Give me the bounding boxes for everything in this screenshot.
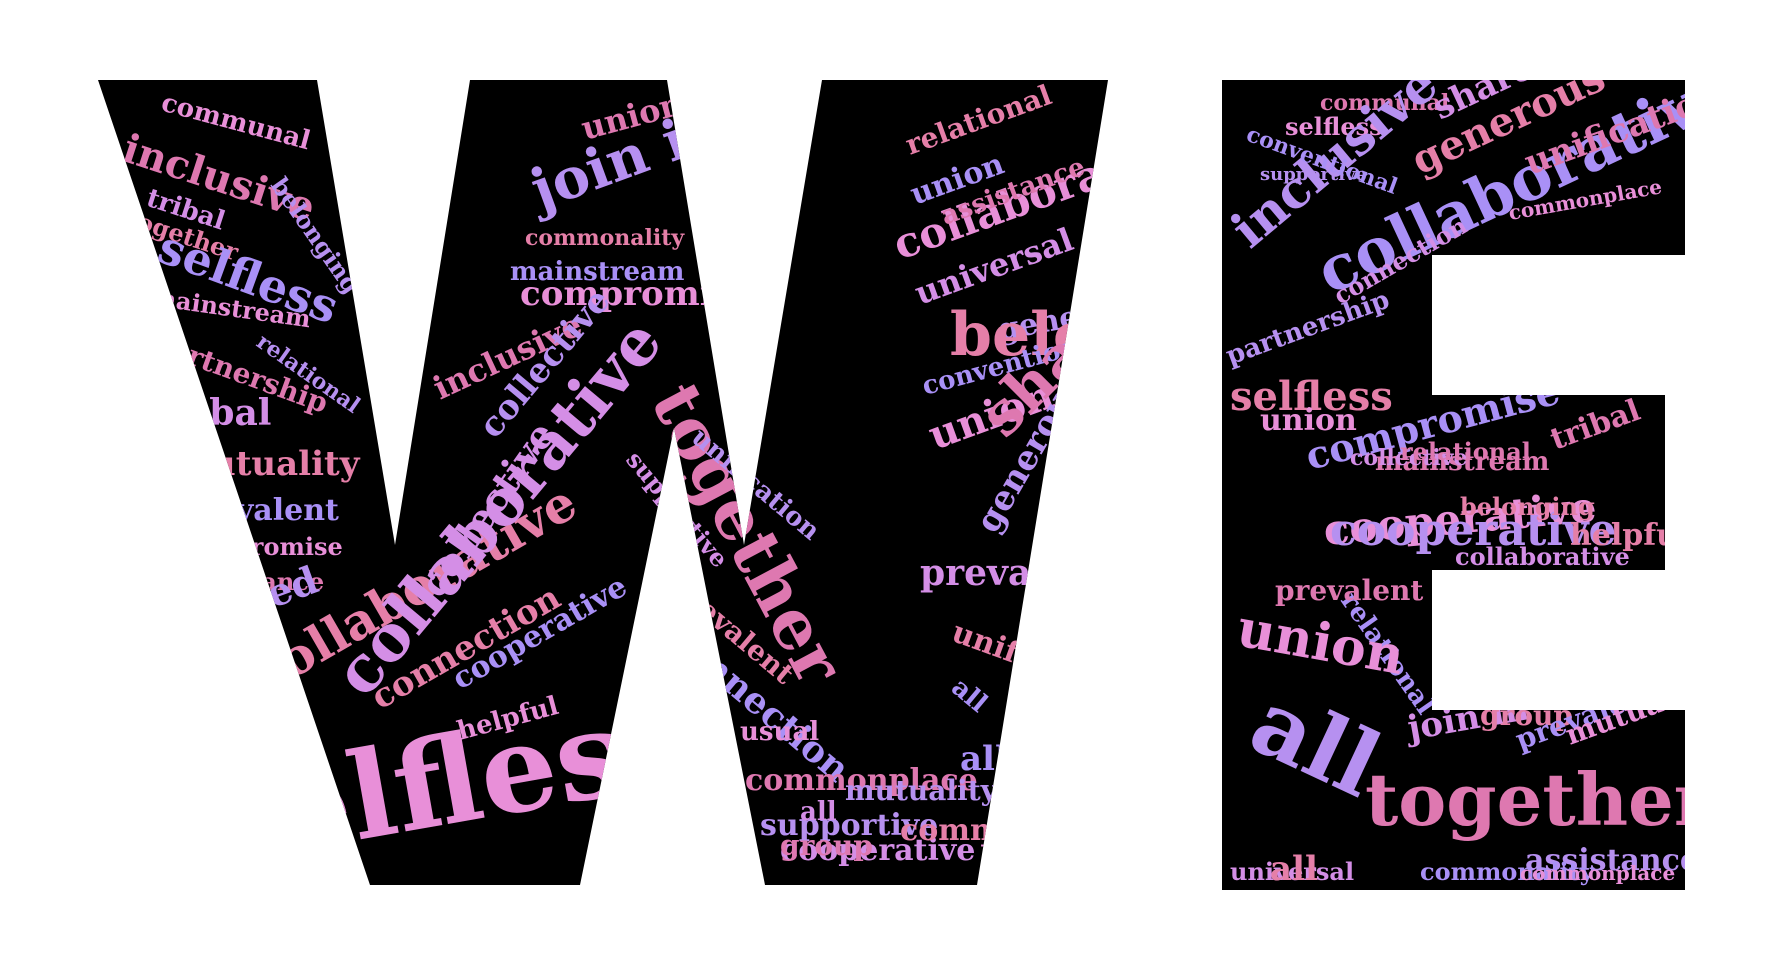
w-word: commonplace [745,763,978,798]
w-word: compromise [178,532,343,561]
e-word: universal [1230,857,1354,886]
w-word: prevalent [180,493,339,528]
e-word: communal [1320,90,1449,116]
w-word: supportive [760,808,938,843]
e-word: selfless [1285,112,1383,141]
e-word: union [1260,403,1357,438]
w-word: mutuality [175,444,361,484]
e-word: collaborative [1455,542,1630,571]
w-word: tribal [160,392,271,434]
letter-e-group: selflesscommunalinclusivesharedgenerousc… [1222,80,1713,890]
w-word: all [220,734,259,767]
w-word: commonality [900,813,1119,848]
e-word: supportive [1260,164,1367,185]
w-word: mutuality [845,774,998,807]
e-word: relational [1400,437,1531,466]
e-word: collective [1350,445,1467,471]
e-word: all [1270,849,1318,889]
w-word: all [800,797,837,827]
letter-e-shape [1222,80,1685,890]
e-word: together [1365,757,1713,842]
e-word: selfless [1230,373,1393,420]
w-word: all [960,739,1008,779]
e-word: helpful [1570,518,1689,553]
e-word: commonplace [1520,861,1675,885]
w-word: group [780,829,873,862]
w-word: group [197,634,288,692]
letter-w-group: communalinclusivebelongingtribaltogether… [98,80,1119,885]
e-word: mainstream [1375,447,1549,477]
w-word: usual [740,717,819,747]
e-word: assistance [1525,843,1699,878]
w-word: cooperative [780,833,975,868]
letter-w-shape [98,80,1108,885]
e-word: prevalent [1275,574,1423,607]
e-word: belonging [1460,492,1595,521]
w-word: prevalent [920,552,1111,594]
w-word: mainstream [510,257,684,287]
w-word: compromise [520,274,753,314]
w-word: commonality [525,225,685,251]
w-word: helpful [980,839,1115,879]
e-word: cooperative [1330,505,1617,556]
e-word: commonality [1420,857,1595,886]
